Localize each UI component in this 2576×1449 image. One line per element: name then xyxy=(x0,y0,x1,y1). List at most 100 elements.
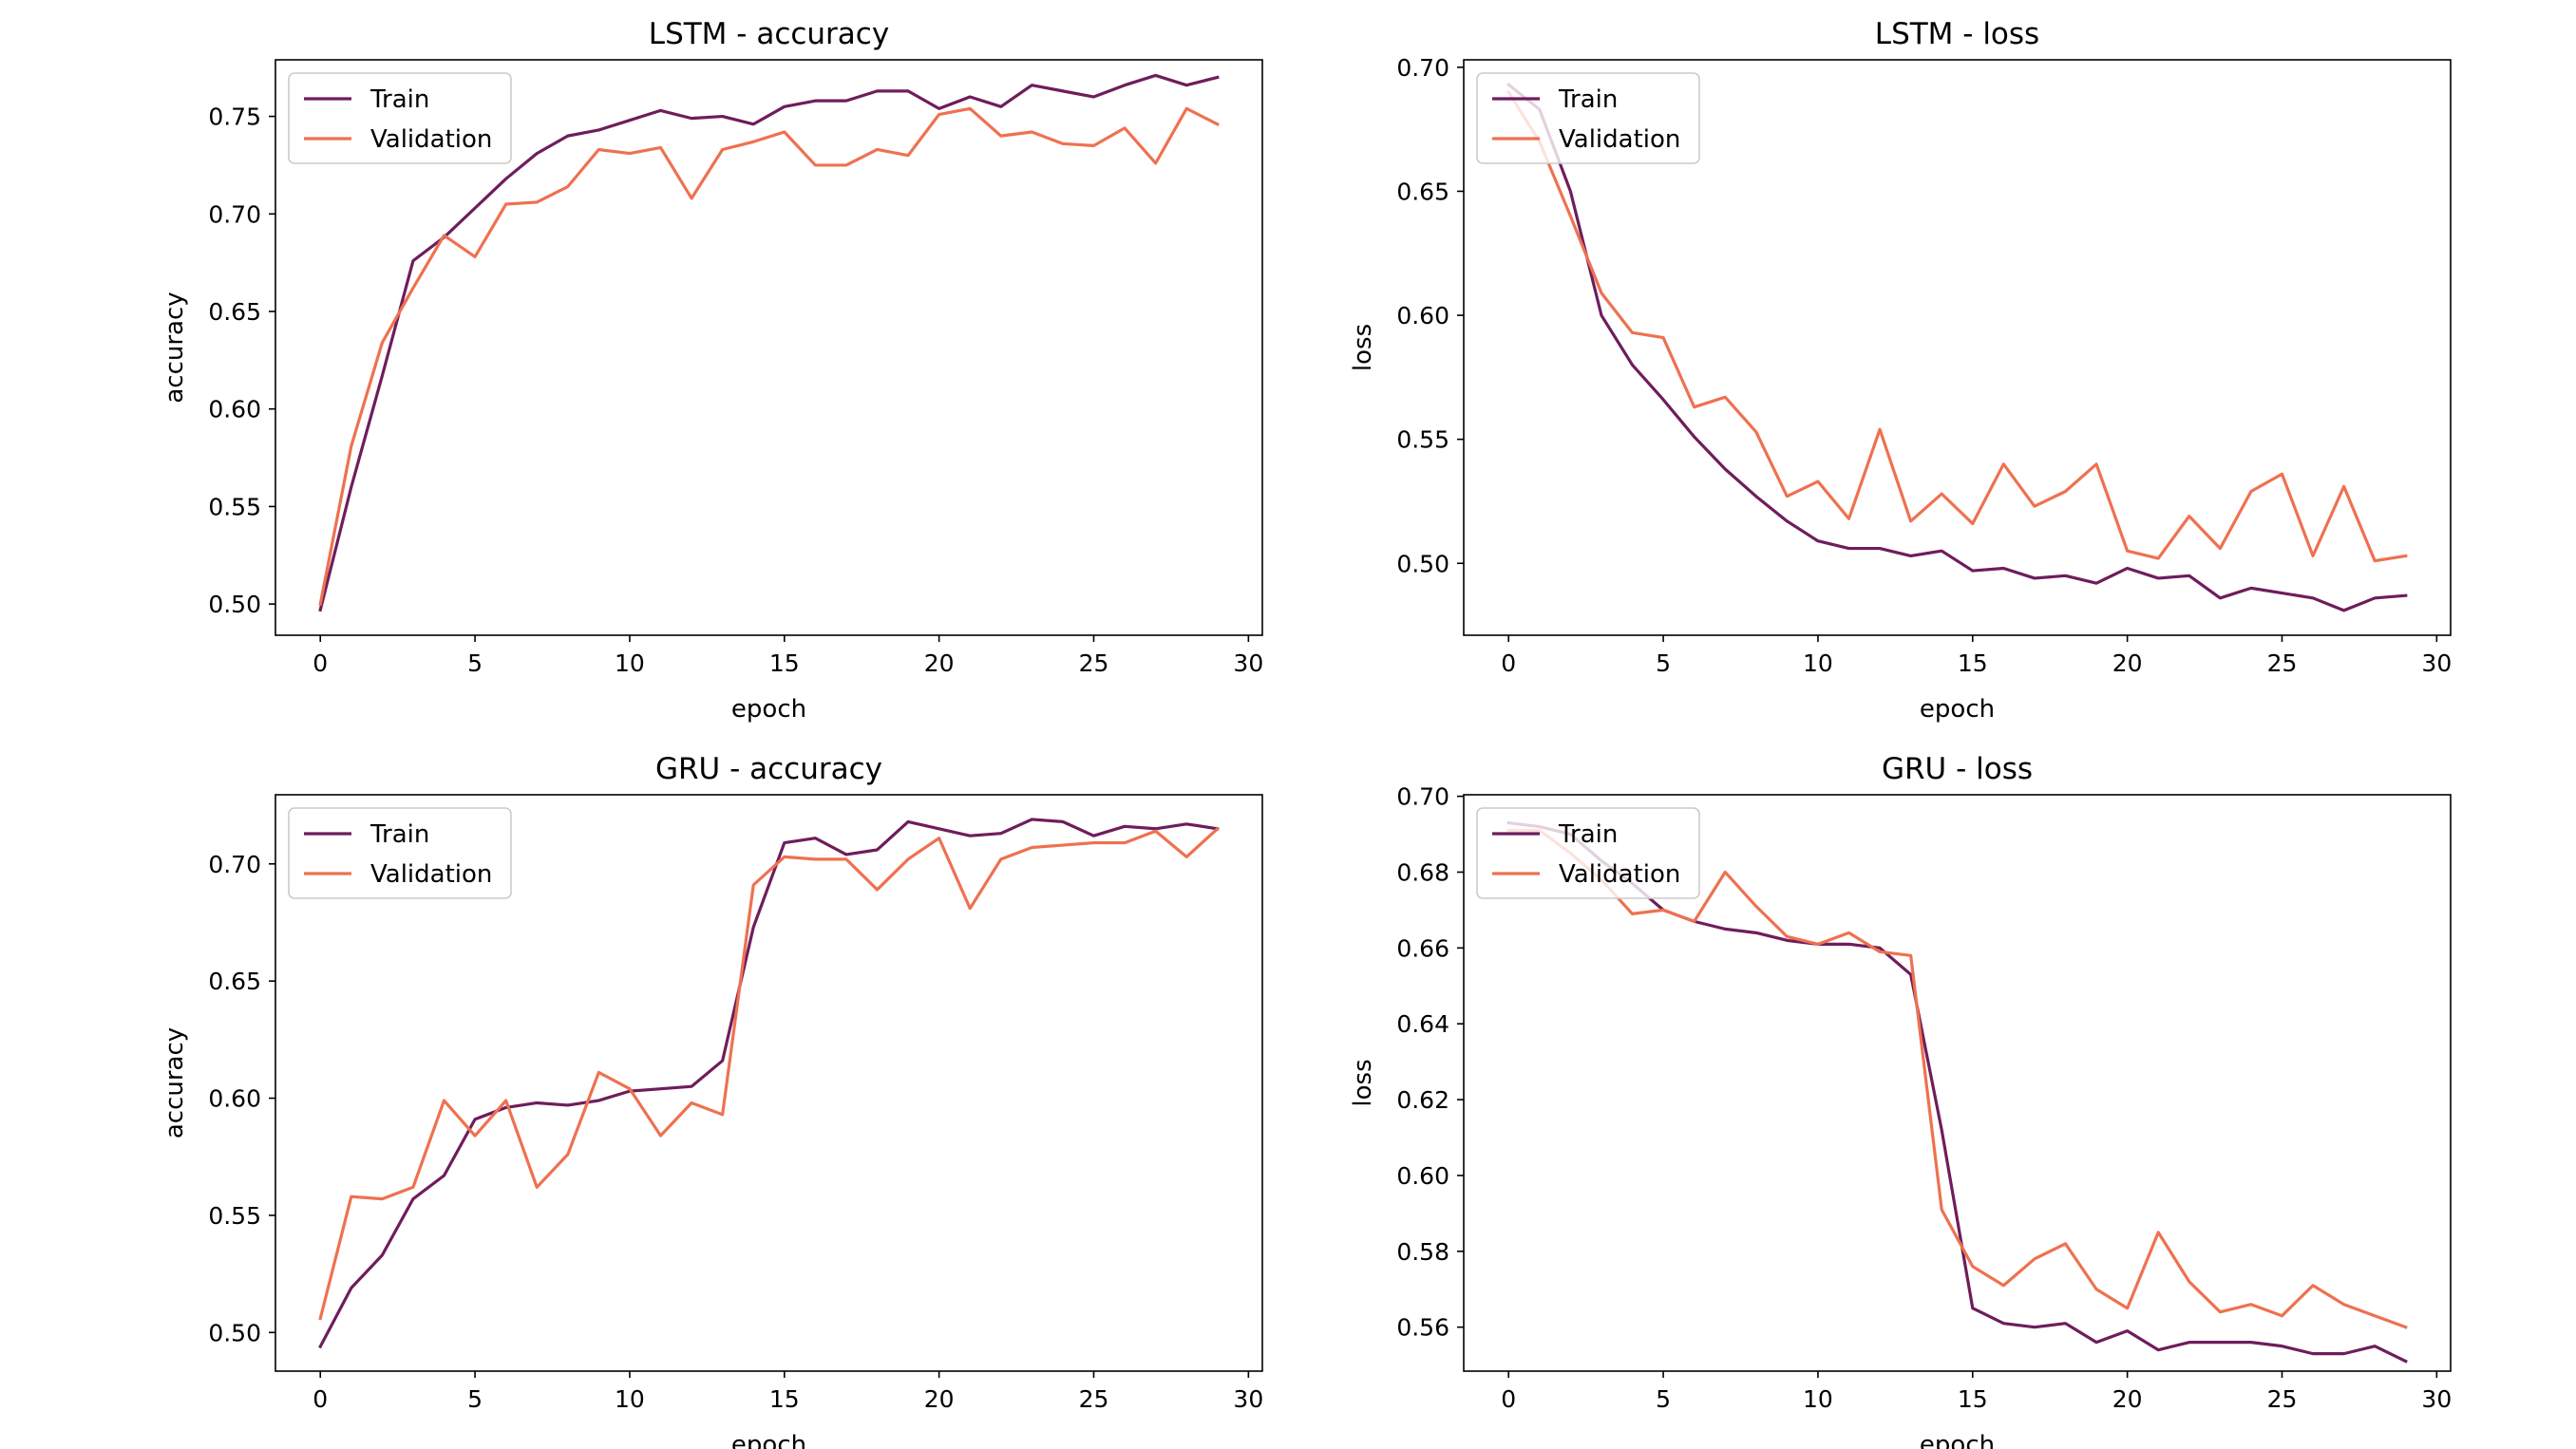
y-tick-label: 0.55 xyxy=(1396,426,1449,454)
x-tick-label: 5 xyxy=(467,1385,483,1413)
y-tick-label: 0.70 xyxy=(1396,54,1449,82)
x-tick-label: 25 xyxy=(1079,649,1109,677)
x-tick-label: 5 xyxy=(467,649,483,677)
legend-box xyxy=(288,72,512,164)
x-tick-label: 25 xyxy=(2267,1385,2298,1413)
x-tick-label: 15 xyxy=(769,1385,800,1413)
plot-area xyxy=(1506,82,2408,612)
y-tick-label: 0.58 xyxy=(1396,1238,1449,1266)
series-line xyxy=(1506,89,2408,563)
legend: Train Validation xyxy=(288,72,512,164)
y-tick-label: 0.70 xyxy=(208,200,261,228)
y-tick-label: 0.65 xyxy=(1396,178,1449,205)
y-tick-label: 0.66 xyxy=(1396,934,1449,962)
x-tick-label: 0 xyxy=(313,1385,328,1413)
x-tick-label: 0 xyxy=(1501,649,1516,677)
y-tick-label: 0.50 xyxy=(208,1319,261,1346)
x-axis-label: epoch xyxy=(1920,1431,1995,1449)
legend-label: Validation xyxy=(1559,125,1680,154)
y-tick-label: 0.75 xyxy=(208,104,261,131)
axes-frame xyxy=(1463,59,2452,636)
x-tick-label: 25 xyxy=(2267,649,2298,677)
x-tick-label: 30 xyxy=(1233,649,1263,677)
series-line xyxy=(1506,820,2408,1364)
y-tick-label: 0.60 xyxy=(1396,302,1449,329)
y-tick-label: 0.70 xyxy=(208,851,261,878)
x-tick-label: 0 xyxy=(313,649,328,677)
chart-title: LSTM - loss xyxy=(1875,17,2039,51)
plot-area xyxy=(318,818,1221,1349)
series-line xyxy=(1506,828,2408,1329)
legend-box xyxy=(1476,72,1700,164)
x-tick-label: 10 xyxy=(1803,649,1833,677)
series-line xyxy=(318,826,1221,1321)
chart-title: GRU - accuracy xyxy=(655,752,882,786)
x-tick-label: 30 xyxy=(2421,649,2452,677)
chart-panel: 0 5 10 15 20 25 30 0.50 0.55 0.60 0.65 0.70 LSTM - l… xyxy=(1349,17,2452,724)
x-axis-label: epoch xyxy=(731,1431,806,1449)
x-tick-label: 30 xyxy=(1233,1385,1263,1413)
y-axis-label: accuracy xyxy=(161,292,189,403)
y-tick-label: 0.55 xyxy=(208,493,261,520)
legend-label: Train xyxy=(369,820,429,849)
x-tick-label: 15 xyxy=(1958,1385,1988,1413)
x-tick-label: 5 xyxy=(1656,1385,1671,1413)
x-tick-label: 15 xyxy=(769,649,800,677)
legend-label: Validation xyxy=(370,860,492,889)
chart-panel: 0 5 10 15 20 25 30 0.56 0.58 0.60 0.62 0.64 0.66 0.68… xyxy=(1349,752,2452,1449)
legend-label: Train xyxy=(1558,820,1618,849)
y-tick-label: 0.62 xyxy=(1396,1086,1449,1114)
y-axis-label: accuracy xyxy=(161,1027,189,1138)
y-tick-label: 0.56 xyxy=(1396,1314,1449,1342)
legend-label: Train xyxy=(1558,85,1618,114)
chart-panel: 0 5 10 15 20 25 30 0.50 0.55 0.60 0.65 0.70 0.75 LSTM… xyxy=(161,17,1263,724)
y-tick-label: 0.65 xyxy=(208,298,261,326)
x-tick-label: 20 xyxy=(924,1385,955,1413)
series-line xyxy=(1506,82,2408,612)
y-tick-label: 0.64 xyxy=(1396,1010,1449,1038)
plot-area xyxy=(1506,820,2408,1364)
chart-title: GRU - loss xyxy=(1882,752,2033,786)
y-tick-label: 0.70 xyxy=(1396,783,1449,811)
chart-title: LSTM - accuracy xyxy=(649,17,889,51)
plot-area xyxy=(318,73,1220,612)
x-tick-label: 5 xyxy=(1656,649,1671,677)
legend: Train Validation xyxy=(1476,807,1700,899)
y-tick-label: 0.50 xyxy=(208,591,261,618)
x-tick-label: 20 xyxy=(2112,649,2143,677)
axes-frame xyxy=(275,59,1263,636)
x-axis-label: epoch xyxy=(1920,695,1995,724)
y-axis-label: loss xyxy=(1349,1059,1377,1106)
legend: Train Validation xyxy=(288,807,512,899)
series-line xyxy=(318,73,1220,612)
legend-label: Validation xyxy=(1559,860,1680,889)
y-tick-label: 0.50 xyxy=(1396,550,1449,577)
x-tick-label: 30 xyxy=(2421,1385,2452,1413)
series-line xyxy=(318,106,1220,607)
x-tick-label: 10 xyxy=(615,649,645,677)
legend-box xyxy=(1476,807,1700,899)
y-tick-label: 0.55 xyxy=(208,1202,261,1230)
y-tick-label: 0.60 xyxy=(1396,1162,1449,1190)
y-axis-label: loss xyxy=(1349,324,1377,371)
x-tick-label: 20 xyxy=(2112,1385,2143,1413)
axes-frame xyxy=(1463,794,2452,1372)
x-tick-label: 10 xyxy=(1803,1385,1833,1413)
x-tick-label: 0 xyxy=(1501,1385,1516,1413)
y-tick-label: 0.60 xyxy=(208,396,261,423)
legend-label: Validation xyxy=(370,125,492,154)
legend-box xyxy=(288,807,512,899)
x-tick-label: 25 xyxy=(1079,1385,1109,1413)
x-axis-label: epoch xyxy=(731,695,806,724)
legend: Train Validation xyxy=(1476,72,1700,164)
axes-frame xyxy=(275,794,1263,1372)
legend-label: Train xyxy=(369,85,429,114)
y-tick-label: 0.60 xyxy=(208,1085,261,1113)
x-tick-label: 10 xyxy=(615,1385,645,1413)
y-tick-label: 0.65 xyxy=(208,968,261,995)
x-tick-label: 20 xyxy=(924,649,955,677)
chart-panel: 0 5 10 15 20 25 30 0.50 0.55 0.60 0.65 0.70 GRU - ac… xyxy=(161,752,1263,1449)
x-tick-label: 15 xyxy=(1958,649,1988,677)
y-tick-label: 0.68 xyxy=(1396,858,1449,886)
